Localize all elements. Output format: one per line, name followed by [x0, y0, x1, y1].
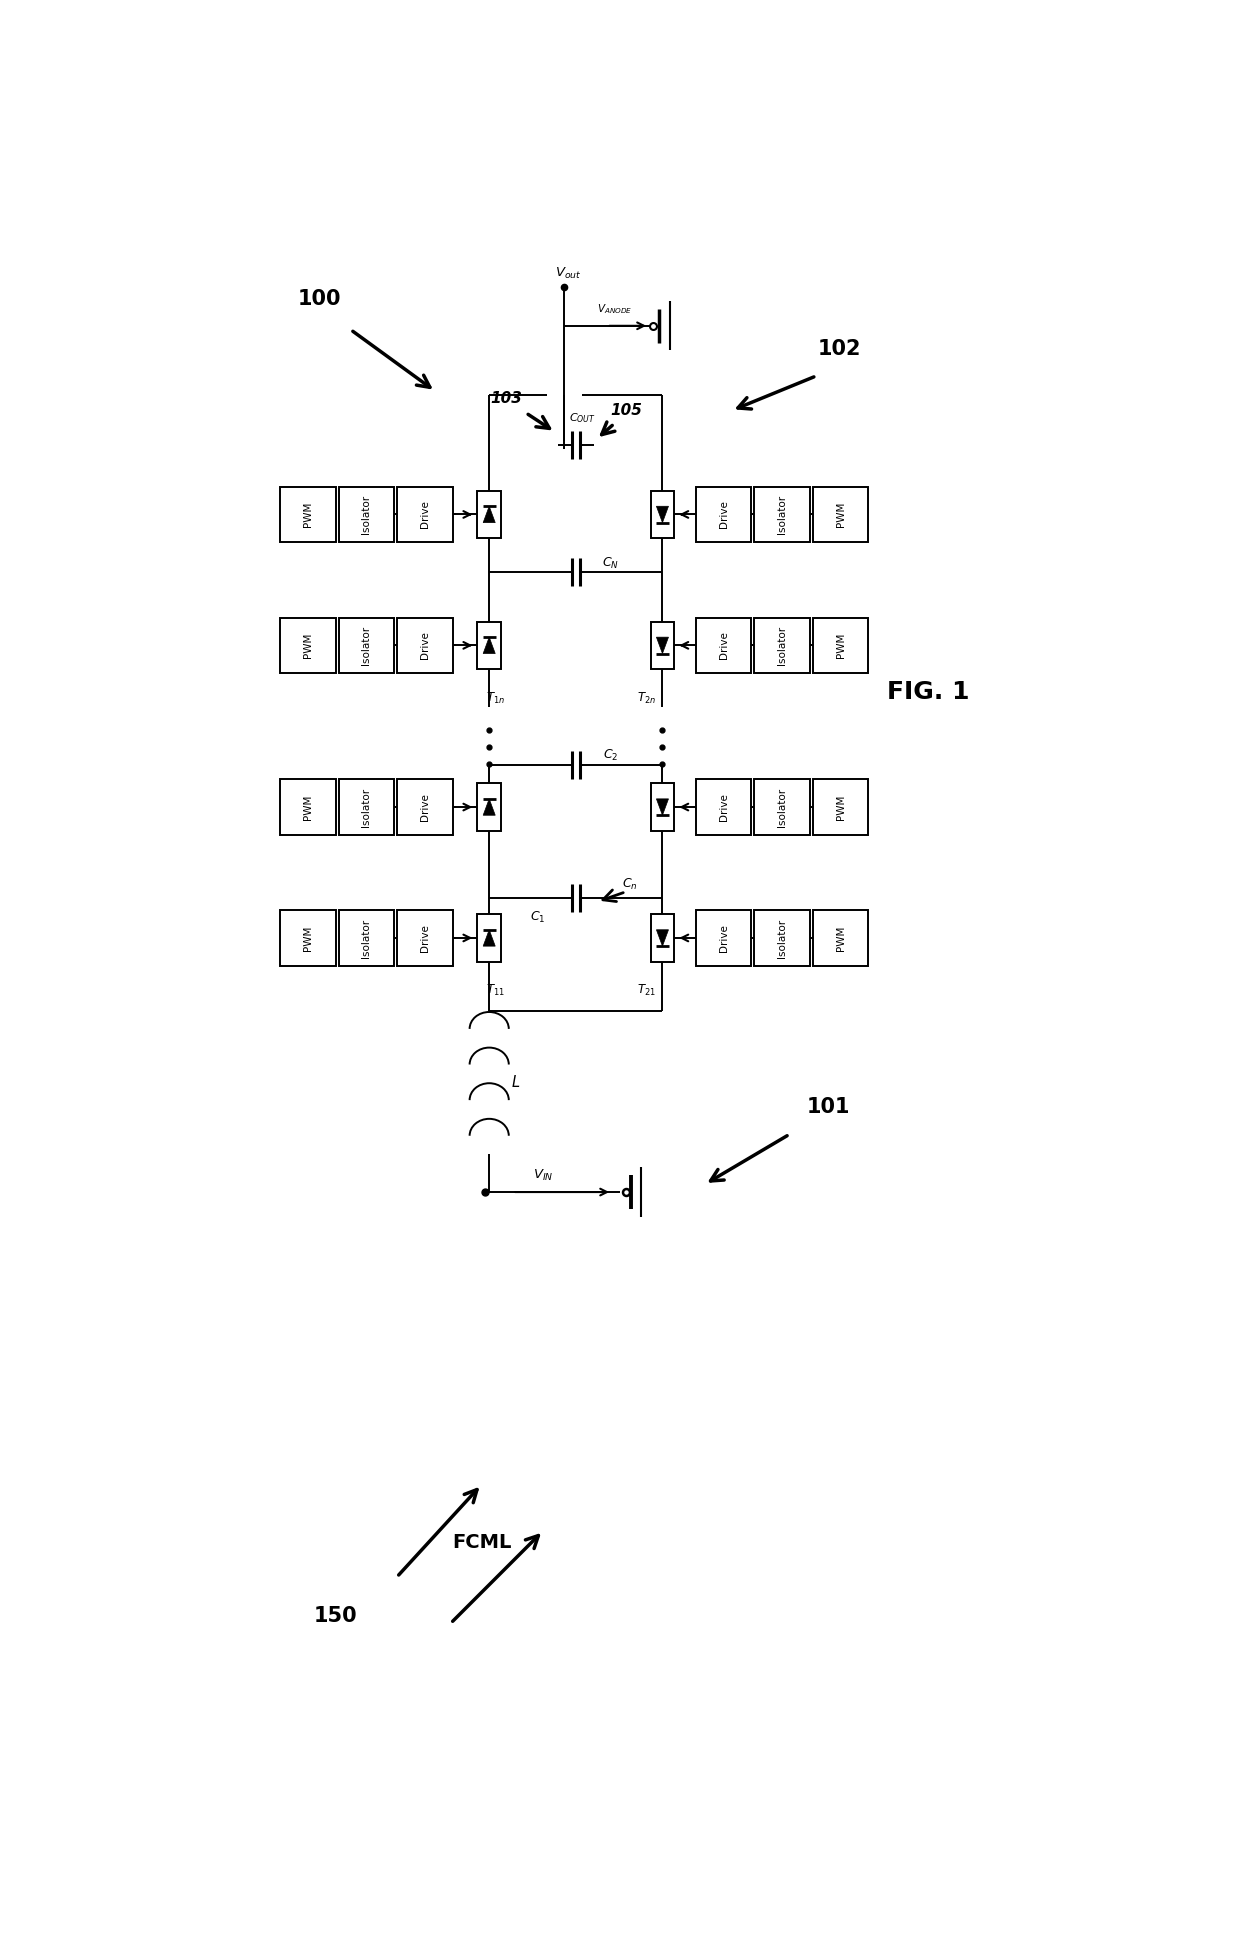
Polygon shape [656, 638, 668, 654]
Text: PWM: PWM [303, 794, 312, 819]
Text: $T_{1n}$: $T_{1n}$ [486, 690, 505, 706]
Text: PWM: PWM [836, 926, 846, 951]
Bar [651, 784, 675, 831]
Text: 103: 103 [491, 391, 522, 407]
Text: Isolator: Isolator [777, 626, 787, 665]
Bar [754, 780, 810, 834]
Text: PWM: PWM [836, 502, 846, 527]
Text: Drive: Drive [719, 924, 729, 951]
Bar [813, 910, 868, 965]
Text: Isolator: Isolator [362, 494, 372, 535]
Bar [397, 486, 453, 543]
Text: 105: 105 [610, 403, 642, 418]
Text: 100: 100 [298, 290, 341, 309]
Bar [813, 780, 868, 834]
Text: Isolator: Isolator [362, 788, 372, 827]
Bar [339, 780, 394, 834]
Bar [651, 490, 675, 539]
Polygon shape [484, 638, 495, 654]
Bar [280, 910, 336, 965]
Text: $V_{IN}$: $V_{IN}$ [533, 1167, 553, 1183]
Polygon shape [484, 799, 495, 815]
Bar [754, 486, 810, 543]
Text: $C_N$: $C_N$ [601, 556, 619, 570]
Text: Drive: Drive [719, 794, 729, 821]
Text: Isolator: Isolator [362, 626, 372, 665]
Bar [397, 619, 453, 673]
Polygon shape [656, 799, 668, 815]
Bar [813, 619, 868, 673]
Bar [754, 910, 810, 965]
Bar [397, 780, 453, 834]
Text: Drive: Drive [420, 632, 430, 659]
Text: $C_n$: $C_n$ [622, 877, 637, 891]
Polygon shape [484, 506, 495, 523]
Text: 150: 150 [314, 1605, 357, 1626]
Text: FIG. 1: FIG. 1 [887, 679, 970, 704]
Text: $T_{21}$: $T_{21}$ [637, 982, 656, 998]
Text: $C_1$: $C_1$ [529, 910, 546, 924]
Bar [280, 780, 336, 834]
Text: Isolator: Isolator [777, 918, 787, 957]
Bar [651, 622, 675, 669]
Text: Isolator: Isolator [777, 494, 787, 535]
Text: PWM: PWM [836, 632, 846, 657]
Bar [280, 619, 336, 673]
Bar [651, 914, 675, 961]
Bar [280, 486, 336, 543]
Bar [477, 622, 501, 669]
Text: Isolator: Isolator [777, 788, 787, 827]
Bar [477, 914, 501, 961]
Text: Drive: Drive [420, 794, 430, 821]
Text: FCML: FCML [451, 1533, 511, 1552]
Text: Isolator: Isolator [362, 918, 372, 957]
Text: $C_{OUT}$: $C_{OUT}$ [569, 410, 595, 426]
Polygon shape [656, 506, 668, 523]
Bar [339, 619, 394, 673]
Bar [696, 910, 751, 965]
Text: Drive: Drive [420, 500, 430, 529]
Text: $V_{ANODE}$: $V_{ANODE}$ [596, 301, 632, 315]
Text: PWM: PWM [303, 502, 312, 527]
Text: $T_{11}$: $T_{11}$ [486, 982, 505, 998]
Bar [477, 784, 501, 831]
Bar [813, 486, 868, 543]
Text: L: L [512, 1076, 521, 1089]
Polygon shape [656, 930, 668, 945]
Text: $V_{out}$: $V_{out}$ [554, 266, 582, 280]
Text: $C_2$: $C_2$ [603, 749, 619, 762]
Text: PWM: PWM [303, 632, 312, 657]
Bar [339, 486, 394, 543]
Text: 102: 102 [818, 338, 862, 360]
Polygon shape [484, 930, 495, 945]
Text: 101: 101 [806, 1097, 849, 1116]
Bar [397, 910, 453, 965]
Bar [754, 619, 810, 673]
Bar [696, 486, 751, 543]
Text: Drive: Drive [420, 924, 430, 951]
Bar [339, 910, 394, 965]
Bar [696, 619, 751, 673]
Text: PWM: PWM [303, 926, 312, 951]
Bar [477, 490, 501, 539]
Text: Drive: Drive [719, 632, 729, 659]
Text: $T_{2n}$: $T_{2n}$ [637, 690, 656, 706]
Text: Drive: Drive [719, 500, 729, 529]
Bar [696, 780, 751, 834]
Text: PWM: PWM [836, 794, 846, 819]
